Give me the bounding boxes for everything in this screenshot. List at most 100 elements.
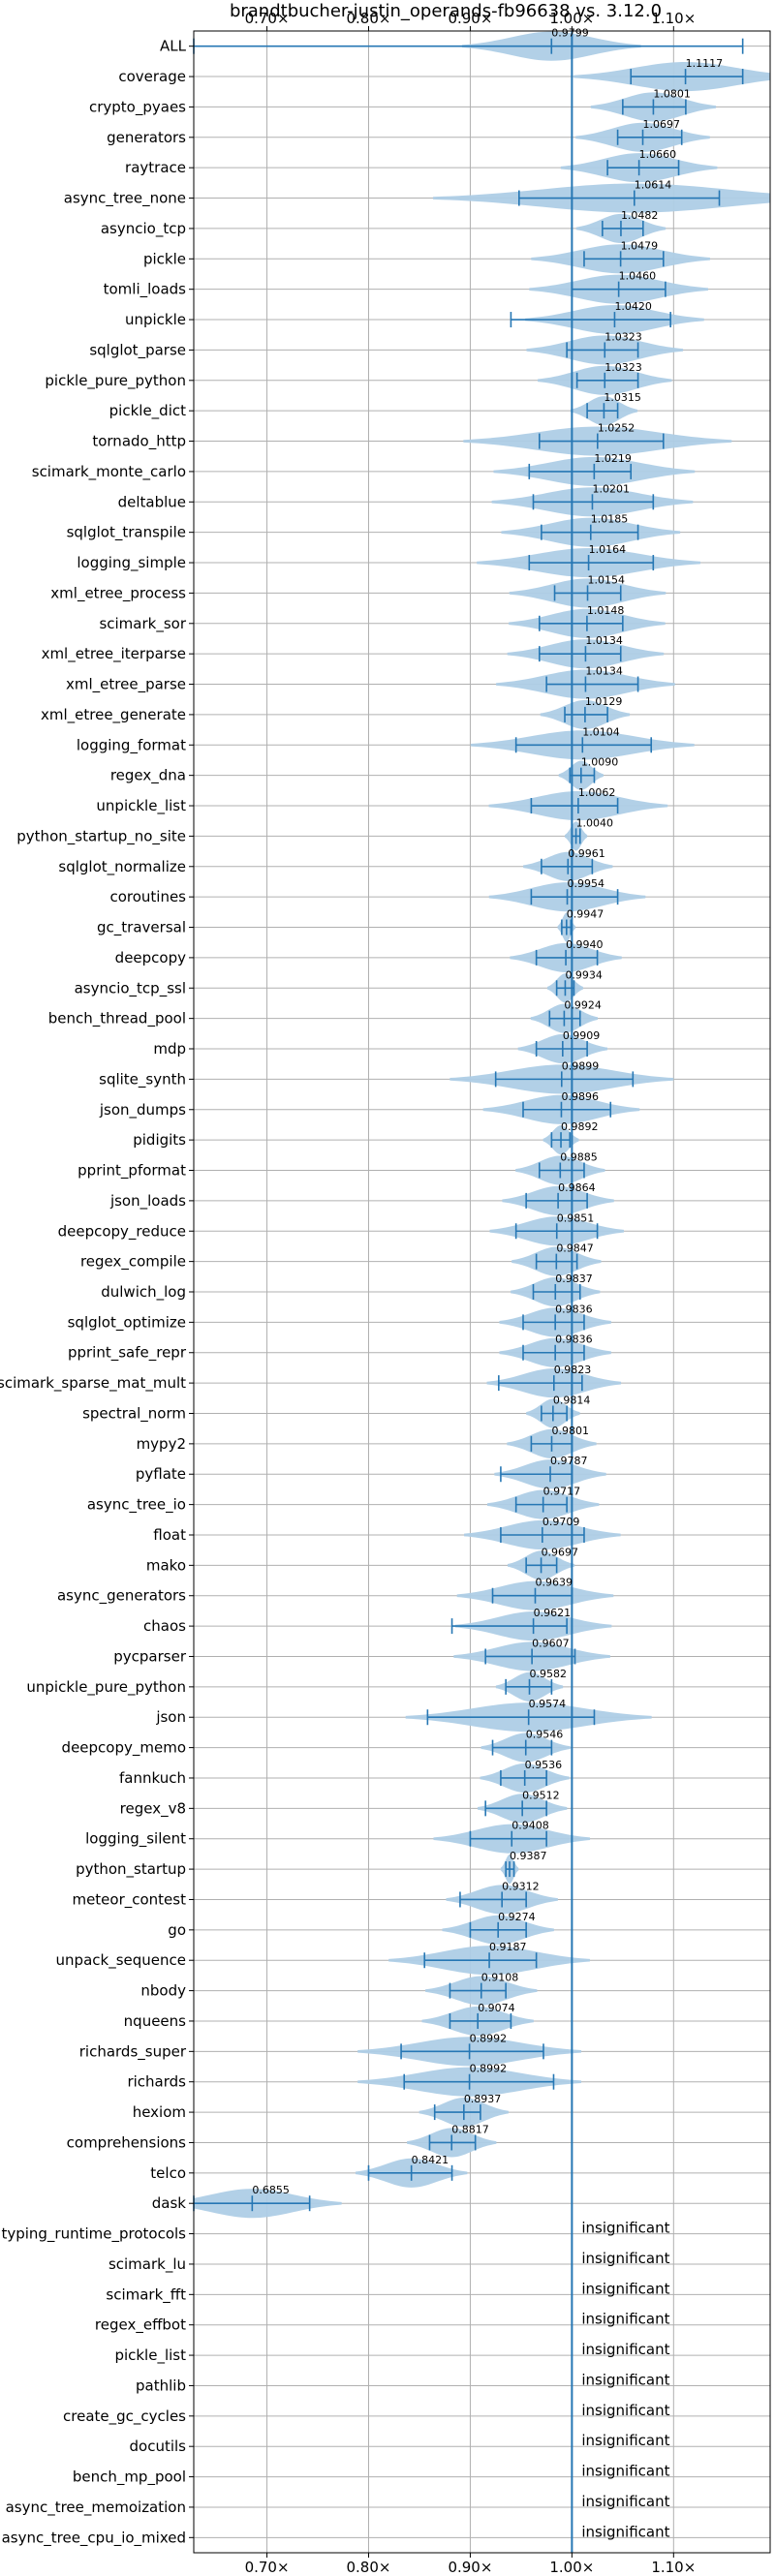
y-label-pickle: pickle [143, 250, 186, 267]
value-label-scimark-monte-carlo: 1.0219 [594, 452, 632, 465]
value-label-raytrace: 1.0660 [639, 148, 677, 161]
y-label-chaos: chaos [143, 1617, 186, 1635]
y-label-logging-silent: logging_silent [85, 1830, 186, 1849]
y-label-pickle-pure-python: pickle_pure_python [45, 372, 186, 390]
y-label-unpickle: unpickle [125, 311, 186, 328]
value-label-pickle: 1.0479 [621, 239, 659, 252]
y-label-go: go [168, 1921, 186, 1939]
y-label-sqlglot-normalize: sqlglot_normalize [58, 858, 186, 876]
y-label-sqlglot-optimize: sqlglot_optimize [68, 1313, 186, 1332]
value-label-json-dumps: 0.9896 [561, 1090, 599, 1103]
insignificant-label-scimark-lu: insignificant [581, 2250, 669, 2267]
label-layer: 0.9799 1.1117 1.0801 1.0697 1.0660 1.0614 1.04… [252, 27, 723, 2541]
value-label-all: 0.9799 [551, 27, 589, 40]
y-label-pickle-dict: pickle_dict [109, 402, 186, 420]
x-tick-label-top: 0.90× [448, 10, 492, 27]
y-label-pathlib: pathlib [136, 2377, 186, 2394]
y-label-pyflate: pyflate [136, 1465, 186, 1483]
value-label-nbody: 0.9108 [481, 1972, 519, 1984]
value-label-unpack-sequence: 0.9187 [489, 1941, 527, 1953]
value-label-asyncio-tcp: 1.0482 [621, 209, 659, 222]
value-label-async-tree-io: 0.9717 [543, 1486, 581, 1498]
y-label-deltablue: deltablue [118, 493, 186, 510]
y-label-mypy2: mypy2 [137, 1435, 186, 1453]
x-tick-label-bottom: 1.10× [651, 2559, 696, 2576]
value-label-python-startup: 0.9387 [510, 1850, 547, 1862]
y-label-dask: dask [152, 2194, 187, 2212]
value-label-pprint-pformat: 0.9885 [560, 1151, 598, 1164]
value-label-dulwich-log: 0.9837 [555, 1273, 593, 1285]
value-label-regex-dna: 1.0090 [581, 756, 619, 769]
value-label-sqlite-synth: 0.9899 [562, 1059, 600, 1072]
value-label-pidigits: 0.9892 [561, 1120, 599, 1133]
y-label-scimark-sor: scimark_sor [99, 615, 186, 633]
y-label-hexiom: hexiom [133, 2103, 186, 2121]
y-label-logging-simple: logging_simple [77, 554, 186, 572]
value-label-json: 0.9574 [529, 1698, 567, 1710]
y-label-async-tree-none: async_tree_none [64, 190, 186, 208]
y-label-deepcopy: deepcopy [115, 949, 186, 966]
y-label-richards-super: richards_super [79, 2042, 187, 2061]
y-label-pprint-safe-repr: pprint_safe_repr [68, 1344, 187, 1363]
y-label-regex-dna: regex_dna [110, 767, 186, 785]
value-label-pickle-pure-python: 1.0323 [604, 361, 642, 374]
value-label-meteor-contest: 0.9312 [502, 1880, 540, 1892]
value-label-mdp: 0.9909 [563, 1029, 601, 1042]
y-label-coverage: coverage [118, 68, 186, 85]
value-label-richards: 0.8992 [470, 2063, 508, 2075]
y-label-async-tree-io: async_tree_io [87, 1496, 186, 1515]
y-label-gc-traversal: gc_traversal [97, 919, 186, 937]
x-tick-label-bottom: 1.00× [549, 2559, 594, 2576]
y-label-asyncio-tcp-ssl: asyncio_tcp_ssl [75, 979, 186, 997]
y-label-xml-etree-iterparse: xml_etree_iterparse [42, 645, 186, 663]
value-label-asyncio-tcp-ssl: 0.9934 [565, 968, 603, 981]
value-label-float: 0.9709 [542, 1516, 580, 1528]
value-label-mako: 0.9697 [542, 1546, 579, 1558]
y-label-json-loads: json_loads [109, 1192, 186, 1211]
value-label-regex-v8: 0.9512 [522, 1789, 560, 1801]
y-label-create-gc-cycles: create_gc_cycles [63, 2407, 186, 2426]
y-label-pidigits: pidigits [133, 1131, 186, 1149]
x-tick-label-bottom: 0.80× [347, 2559, 391, 2576]
y-label-scimark-lu: scimark_lu [108, 2255, 186, 2274]
y-label-unpickle-pure-python: unpickle_pure_python [26, 1678, 186, 1697]
y-label-async-tree-memoization: async_tree_memoization [6, 2499, 186, 2517]
value-label-xml-etree-process: 1.0154 [588, 573, 626, 586]
y-label-deepcopy-memo: deepcopy_memo [62, 1739, 186, 1758]
value-label-tornado-http: 1.0252 [598, 422, 636, 435]
y-label-json: json [155, 1708, 186, 1726]
value-label-sqlglot-parse: 1.0323 [604, 330, 642, 343]
value-label-async-tree-none: 1.0614 [635, 179, 672, 192]
insignificant-label-async-tree-cpu-io-mixed: insignificant [581, 2523, 669, 2540]
value-label-chaos: 0.9621 [534, 1607, 572, 1619]
y-label-sqlglot-transpile: sqlglot_transpile [67, 524, 186, 542]
y-label-meteor-contest: meteor_contest [72, 1890, 186, 1909]
y-label-pycparser: pycparser [113, 1647, 187, 1665]
value-label-gc-traversal: 0.9947 [567, 908, 604, 921]
y-label-fannkuch: fannkuch [119, 1769, 186, 1787]
value-label-nqueens: 0.9074 [478, 2002, 514, 2014]
value-label-crypto-pyaes: 1.0801 [653, 87, 691, 100]
x-tick-label-bottom: 0.70× [245, 2559, 290, 2576]
insignificant-label-docutils: insignificant [581, 2432, 669, 2449]
insignificant-label-bench-mp-pool: insignificant [581, 2463, 669, 2480]
y-label-scimark-monte-carlo: scimark_monte_carlo [32, 463, 186, 481]
value-label-unpickle: 1.0420 [614, 300, 652, 313]
value-label-pycparser: 0.9607 [532, 1637, 570, 1649]
y-label-bench-mp-pool: bench_mp_pool [73, 2469, 186, 2487]
y-label-json-dumps: json_dumps [99, 1101, 186, 1119]
y-label-python-startup-no-site: python_startup_no_site [16, 827, 186, 845]
y-label-all: ALL [160, 38, 187, 55]
y-label-coroutines: coroutines [109, 888, 186, 905]
y-label-float: float [153, 1526, 186, 1544]
value-label-xml-etree-parse: 1.0134 [585, 665, 623, 678]
x-tick-label-top: 0.70× [245, 10, 290, 27]
insignificant-label-regex-effbot: insignificant [581, 2311, 669, 2328]
value-label-fannkuch: 0.9536 [525, 1759, 563, 1771]
value-label-bench-thread-pool: 0.9924 [564, 999, 602, 1012]
insignificant-label-scimark-fft: insignificant [581, 2280, 669, 2297]
value-label-xml-etree-generate: 1.0129 [585, 695, 623, 708]
y-label-generators: generators [107, 129, 186, 146]
y-label-regex-compile: regex_compile [80, 1253, 186, 1272]
